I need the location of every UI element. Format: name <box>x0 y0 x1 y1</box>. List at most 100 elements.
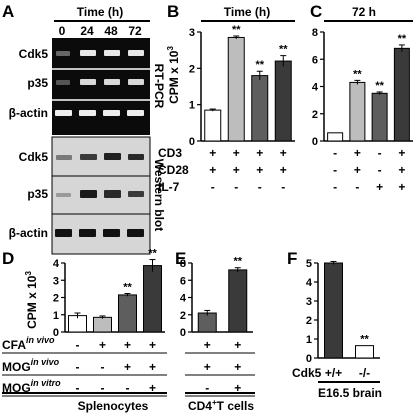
y-tick-label: 4 <box>53 258 60 270</box>
bar <box>324 262 343 359</box>
treatment-mark: + <box>124 338 131 352</box>
treatment-mark: + <box>99 338 106 352</box>
panel-a-timepoint: 0 <box>59 24 66 38</box>
treatment-mark: + <box>204 338 211 352</box>
bar <box>371 92 388 142</box>
blot-band <box>80 190 97 198</box>
treatment-label: CD3 <box>158 146 182 160</box>
gel-band <box>79 110 96 116</box>
bar <box>143 265 162 333</box>
bar <box>251 75 269 142</box>
y-tick-label: 1 <box>53 310 59 322</box>
panel-b-ylabel: CPM x 103 <box>166 46 181 104</box>
treatment-mark: + <box>398 180 405 194</box>
blot-band <box>103 229 120 237</box>
blot-band <box>128 191 144 197</box>
treatment-mark: + <box>209 146 216 160</box>
treatment-mark: + <box>280 146 287 160</box>
treatment-mark: + <box>398 146 405 160</box>
blot-band <box>80 154 97 160</box>
blot-band <box>104 190 121 198</box>
gel-band <box>104 79 120 85</box>
bar <box>228 269 248 333</box>
treatment-label: MOGin vitro <box>2 378 61 395</box>
y-tick-label: 0 <box>189 136 195 148</box>
significance-label: ** <box>233 256 242 268</box>
significance-label: ** <box>279 44 288 56</box>
panel-d-group-label: Splenocytes <box>78 399 149 413</box>
rt-pcr-side-label: RT-PCR <box>152 64 166 109</box>
rt-pcr-bands <box>55 50 144 116</box>
treatment-mark: - <box>205 381 209 395</box>
gel-band <box>55 110 72 116</box>
treatment-mark: + <box>256 163 263 177</box>
treatment-mark: - <box>211 180 215 194</box>
y-tick-label: 2 <box>53 293 59 305</box>
blot-band <box>79 229 96 237</box>
y-tick-label: 5 <box>306 258 312 270</box>
y-tick-label: 8 <box>312 27 318 39</box>
panel-b-letter: B <box>167 2 179 21</box>
panel-f-letter: F <box>287 249 297 268</box>
chart-e-plot: 0 2 4 6 8 ** + + + + - + <box>180 256 255 397</box>
gel-band <box>128 79 144 85</box>
gel-band <box>127 110 144 116</box>
y-tick-label: 3 <box>53 275 59 287</box>
panel-a-letter: A <box>2 2 14 21</box>
panel-b-header: Time (h) <box>224 5 270 19</box>
y-tick-label: 4 <box>312 82 319 94</box>
blot-band <box>104 153 121 160</box>
treatment-mark: - <box>76 381 80 395</box>
treatment-mark: - <box>76 360 80 374</box>
y-tick-label: 0 <box>306 353 312 365</box>
gel-band <box>80 79 96 85</box>
category-label: +/+ <box>325 366 342 380</box>
treatment-mark: + <box>256 146 263 160</box>
y-tick-label: 2 <box>189 63 195 75</box>
treatment-mark: + <box>149 381 156 395</box>
y-tick-label: 4 <box>180 293 187 305</box>
chart-f-plot: 0 1 2 3 4 5 ** +/+ -/- <box>306 258 380 380</box>
panel-e-letter: E <box>175 249 186 268</box>
treatment-mark: - <box>76 338 80 352</box>
gel-band <box>56 51 70 56</box>
y-tick-label: 2 <box>306 315 312 327</box>
significance-label: ** <box>360 334 369 346</box>
blot-band <box>56 193 71 197</box>
panel-a-time-label: Time (h) <box>77 5 123 19</box>
bar <box>327 132 344 142</box>
significance-label: ** <box>375 80 384 92</box>
y-tick-label: 0 <box>53 327 59 339</box>
gel-band <box>103 110 120 116</box>
bar <box>204 109 222 142</box>
panel-e-group-label: CD4+T cells <box>188 398 254 413</box>
treatment-mark: + <box>354 146 361 160</box>
panel-a: A Time (h) 0 24 48 72 <box>2 2 166 255</box>
y-tick-label: 0 <box>312 136 318 148</box>
y-tick-label: 4 <box>306 277 313 289</box>
row-label-p35-pcr: p35 <box>27 76 48 90</box>
y-tick-label: 6 <box>312 54 318 66</box>
gel-band <box>80 50 96 56</box>
significance-label: ** <box>353 68 362 80</box>
bar <box>393 47 410 142</box>
panel-e: E 0 2 4 6 8 ** + + + + - + CD4+T cells <box>175 249 255 413</box>
treatment-mark: + <box>149 360 156 374</box>
treatment-mark: + <box>233 163 240 177</box>
y-tick-label: 3 <box>189 27 195 39</box>
treatment-mark: + <box>234 360 241 374</box>
y-tick-label: 6 <box>180 275 186 287</box>
treatment-mark: + <box>376 180 383 194</box>
panel-d-letter: D <box>2 249 14 268</box>
row-label-cdk5-pcr: Cdk5 <box>19 47 49 61</box>
panel-c-letter: C <box>310 2 322 21</box>
y-tick-label: 1 <box>189 100 195 112</box>
gel-band <box>128 50 144 56</box>
panel-a-timepoint: 24 <box>80 24 94 38</box>
treatment-mark: - <box>234 180 238 194</box>
category-label: -/- <box>359 366 370 380</box>
panel-c: C 72 h 0 2 4 6 8 ** ** ** - + - + - + - + - - + + <box>310 2 413 194</box>
significance-label: ** <box>123 282 132 294</box>
significance-label: ** <box>232 24 241 36</box>
